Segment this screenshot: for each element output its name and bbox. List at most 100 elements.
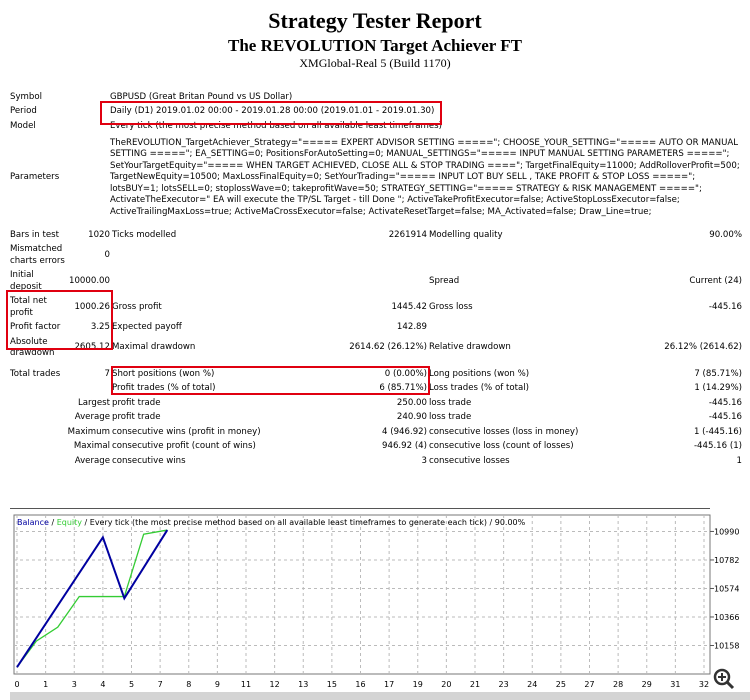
x-tick-label: 21 [470, 680, 480, 689]
y-tick-label: 10158 [714, 641, 739, 650]
mcp-value: 946.92 (4) [382, 441, 427, 451]
loss-trades-value: 1 (14.29%) [694, 383, 743, 393]
initial-value: 10000.00 [68, 275, 110, 286]
average-row: Average profit trade 240.90 loss trade -445.… [10, 411, 742, 426]
maximum-row: Maximum consecutive wins (profit in money… [10, 425, 742, 440]
ea-name: The REVOLUTION Target Achiever FT [227, 36, 523, 55]
drawdown-highlight [111, 366, 430, 395]
long-value: 7 (85.71%) [694, 368, 743, 379]
gross-loss-label: Gross loss [429, 301, 473, 312]
period-label: Period [10, 106, 37, 116]
gross-profit-label: Gross profit [112, 301, 162, 312]
mcl-value: -445.16 (1) [693, 441, 743, 451]
pf-label: Profit factor [10, 322, 61, 332]
mismatch-label: Mismatched charts errors [10, 244, 65, 266]
max-cw-value: 4 (946.92) [382, 426, 427, 437]
initial-row: Initial deposit 10000.00 Spread Current (24… [10, 269, 742, 295]
acw-value: 3 [421, 455, 427, 466]
rel-dd-value: 26.12% (2614.62) [664, 342, 743, 353]
x-tick-label: 24 [527, 680, 537, 689]
initial-label: Initial deposit [10, 270, 42, 292]
pf-value: 3.25 [90, 322, 110, 332]
net-row: Total net profit 1000.26 Gross profit 1445.… [10, 295, 742, 321]
avg-pt-label: profit trade [112, 412, 161, 422]
max-cl-value: 1 (-445.16) [693, 426, 743, 437]
net-label: Total net profit [10, 296, 47, 318]
mismatch-value: 0 [104, 249, 110, 260]
mcp-label: consecutive profit (count of wins) [112, 441, 256, 451]
max-cw-label: consecutive wins (profit in money) [112, 426, 261, 437]
largest-row: Largest profit trade 250.00 loss trade -445.… [10, 396, 742, 411]
bars-value: 1020 [88, 229, 110, 240]
x-tick-label: 7 [158, 680, 163, 689]
symbol-label: Symbol [10, 91, 43, 102]
profit-trades-row: Profit trades (% of total) 6 (85.71%) Loss… [10, 382, 742, 397]
ticks-label: Ticks modelled [112, 229, 177, 240]
abs-dd-value: 2605.12 [74, 342, 110, 353]
symbol-row: Symbol GBPUSD (Great Britan Pound vs US D… [10, 90, 742, 105]
x-tick-label: 32 [699, 680, 709, 689]
maximal-label: Maximal [73, 441, 110, 451]
x-tick-label: 31 [670, 680, 680, 689]
x-tick-label: 29 [642, 680, 652, 689]
largest-lt-value: -445.16 [708, 397, 743, 408]
trades-row: Total trades 7 Short positions (won %) 0 (0… [10, 367, 742, 382]
mcl-label: consecutive loss (count of losses) [429, 441, 574, 451]
average-label: Average [74, 412, 110, 422]
payoff-label: Expected payoff [112, 322, 182, 332]
legend-equity: Equity [57, 518, 83, 527]
model-value: Every tick (the most precise method base… [110, 120, 443, 131]
x-tick-label: 23 [499, 680, 509, 689]
abs-dd-label: Absolute drawdown [10, 336, 55, 359]
loss-trades-label: Loss trades (% of total) [429, 383, 529, 393]
parameters-label: Parameters [10, 172, 60, 182]
plot-area [13, 514, 711, 675]
x-tick-label: 15 [327, 680, 337, 689]
gross-profit-value: 1445.42 [391, 301, 427, 312]
spread-label: Spread [429, 275, 460, 286]
x-tick-label: 17 [384, 680, 394, 689]
x-tick-label: 5 [129, 680, 134, 689]
zoom-in-icon[interactable] [713, 668, 735, 690]
pf-row: Profit factor 3.25 Expected payoff 142.89 [10, 321, 742, 336]
model-label: Model [10, 120, 36, 131]
ticks-value: 2261914 [388, 229, 427, 240]
equity-line [16, 529, 168, 668]
balance-line [16, 529, 169, 668]
x-tick-label: 19 [413, 680, 423, 689]
trades-label: Total trades [10, 368, 61, 379]
avg-consec-row: Average consecutive wins 3 consecutive loss… [10, 454, 742, 469]
bars-row: Bars in test 1020 Ticks modelled 2261914 Mod… [10, 228, 742, 243]
legend-model: / Every tick (the most precise method ba… [82, 518, 526, 527]
avg-pt-value: 240.90 [396, 412, 427, 422]
svg-text:Balance / Equity / Every tick: Balance / Equity / Every tick (the most … [17, 518, 526, 527]
x-tick-label: 9 [215, 680, 220, 689]
y-tick-label: 10574 [714, 584, 739, 593]
x-tick-label: 3 [72, 680, 77, 689]
x-tick-label: 28 [613, 680, 623, 689]
largest-pt-value: 250.00 [396, 397, 427, 408]
drawdown-row: Absolute drawdown 2605.12 Maximal drawdown… [10, 335, 742, 361]
average2-label: Average [74, 455, 110, 466]
horizontal-scrollbar[interactable] [10, 692, 750, 700]
max-dd-label: Maximal drawdown [112, 342, 196, 353]
legend-sep: / [49, 518, 57, 527]
x-tick-label: 11 [241, 680, 251, 689]
x-tick-label: 25 [556, 680, 566, 689]
divider [10, 508, 710, 509]
period-value: Daily (D1) 2019.01.02 00:00 - 2019.01.28… [110, 106, 435, 116]
quality-value: 90.00% [709, 229, 743, 240]
profit-trades-label: Profit trades (% of total) [112, 383, 216, 393]
legend-balance: Balance [17, 518, 49, 527]
largest-pt-label: profit trade [112, 397, 161, 408]
period-highlight [100, 101, 442, 125]
short-value: 0 (0.00%) [384, 368, 427, 379]
deposit-profit-highlight [6, 290, 113, 350]
y-tick-label: 10782 [714, 556, 739, 565]
trades-value: 7 [104, 368, 110, 379]
x-tick-label: 4 [100, 680, 105, 689]
acl-value: 1 [736, 455, 743, 466]
x-tick-label: 1 [43, 680, 48, 689]
short-label: Short positions (won %) [112, 368, 215, 379]
